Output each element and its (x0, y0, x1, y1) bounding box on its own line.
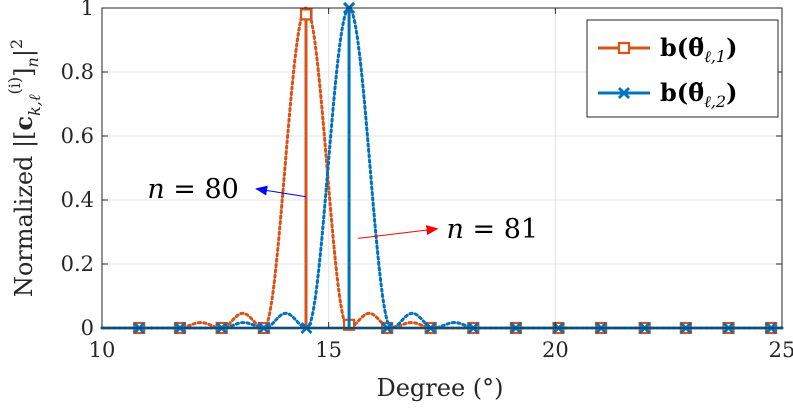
y-tick-label: 0.8 (61, 60, 94, 84)
legend-label-1: b(θ̃ℓ,1) (660, 33, 737, 66)
axes-box (101, 7, 783, 329)
x-tick-label: 25 (769, 338, 793, 362)
y-tick-label: 0.6 (61, 124, 94, 148)
annotation-label-2: n = 81 (447, 214, 539, 245)
legend: b(θ̃ℓ,1) b(θ̃ℓ,2) (586, 19, 779, 118)
y-tick-label: 0.2 (61, 252, 94, 276)
y-tick-label: 1 (81, 0, 94, 20)
stem-head-1 (299, 8, 313, 21)
legend-label-2: b(θ̃ℓ,2) (660, 78, 737, 111)
y-axis-title: Normalized |[ck,ℓ(i)]n|2 (5, 39, 44, 297)
legend-marker-2-stroke (618, 87, 630, 99)
legend-marker-1 (617, 41, 631, 55)
y-tick-label: 0 (81, 316, 94, 340)
legend-marker-2 (618, 87, 630, 99)
x-axis-title: Degree (°) (376, 374, 503, 402)
y-tick-label: 0.4 (61, 188, 94, 212)
svg-text:Normalized |[ck,ℓ(i)]n|2: Normalized |[ck,ℓ(i)]n|2 (5, 39, 44, 297)
x-tick-label: 10 (89, 338, 116, 362)
x-tick-label: 15 (315, 338, 342, 362)
annotations: n = 80 n = 81 (147, 174, 538, 245)
annotation-arrow-2 (358, 225, 439, 239)
axis-ticks: 10 15 20 25 0 0.2 0.4 0.6 0.8 1 (61, 0, 793, 362)
annotation-arrow-1 (255, 185, 307, 198)
legend-box (586, 19, 779, 118)
annotation-label-1: n = 80 (147, 174, 239, 205)
x-tick-label: 20 (542, 338, 569, 362)
